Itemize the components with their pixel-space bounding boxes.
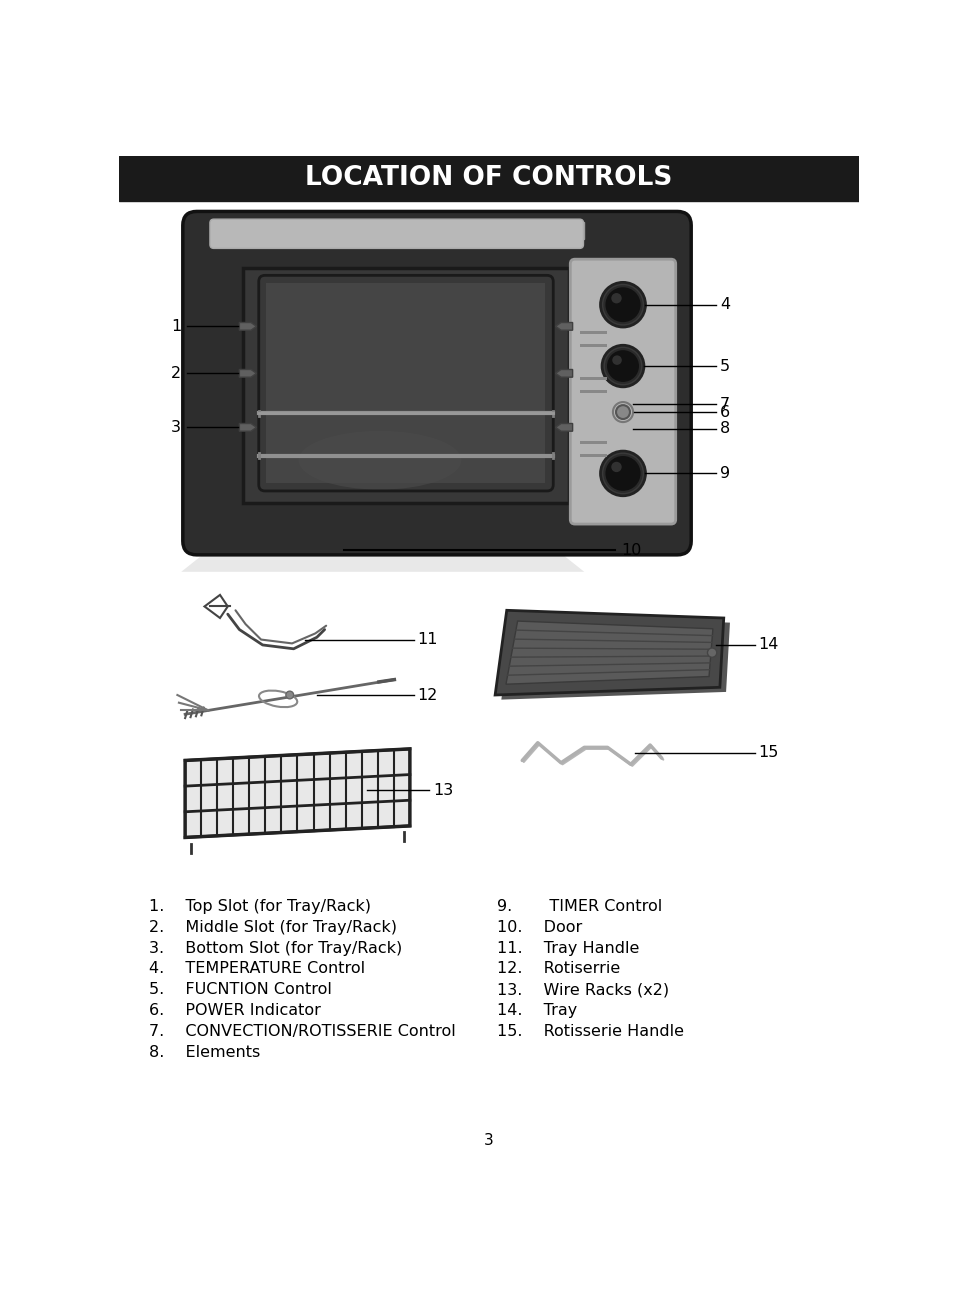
Circle shape bbox=[612, 355, 621, 365]
Polygon shape bbox=[555, 424, 572, 432]
Circle shape bbox=[604, 286, 641, 324]
Text: 13: 13 bbox=[433, 783, 453, 798]
Text: 12.  Rotiserrie: 12. Rotiserrie bbox=[497, 962, 620, 976]
Text: 8.  Elements: 8. Elements bbox=[149, 1045, 259, 1060]
Bar bbox=[579, 441, 606, 445]
Circle shape bbox=[286, 692, 294, 699]
Circle shape bbox=[599, 451, 645, 495]
Circle shape bbox=[616, 406, 629, 419]
Bar bbox=[579, 454, 606, 458]
Text: 11: 11 bbox=[417, 632, 437, 647]
Text: 14: 14 bbox=[758, 637, 779, 653]
Bar bbox=[579, 390, 606, 393]
Text: 11.  Tray Handle: 11. Tray Handle bbox=[497, 941, 639, 956]
Polygon shape bbox=[181, 541, 583, 572]
Bar bbox=[579, 332, 606, 334]
Circle shape bbox=[601, 346, 643, 387]
Polygon shape bbox=[555, 322, 572, 330]
Bar bbox=[266, 283, 545, 484]
FancyBboxPatch shape bbox=[183, 212, 691, 555]
Text: 4.  TEMPERATURE Control: 4. TEMPERATURE Control bbox=[149, 962, 364, 976]
Text: 14.  Tray: 14. Tray bbox=[497, 1004, 578, 1018]
Circle shape bbox=[604, 455, 641, 491]
Circle shape bbox=[707, 647, 716, 658]
Ellipse shape bbox=[298, 430, 461, 490]
Bar bbox=[243, 268, 568, 503]
Circle shape bbox=[611, 292, 621, 303]
Text: 7: 7 bbox=[720, 396, 729, 412]
Text: LOCATION OF CONTROLS: LOCATION OF CONTROLS bbox=[305, 165, 672, 191]
Text: 2: 2 bbox=[171, 365, 181, 381]
Text: 13.  Wire Racks (x2): 13. Wire Racks (x2) bbox=[497, 983, 669, 997]
Bar bbox=[579, 344, 606, 347]
Circle shape bbox=[611, 462, 621, 472]
Bar bbox=[119, 156, 858, 200]
Polygon shape bbox=[495, 610, 723, 696]
Text: 5.  FUCNTION Control: 5. FUCNTION Control bbox=[149, 983, 332, 997]
FancyBboxPatch shape bbox=[210, 220, 583, 248]
Text: 6.  POWER Indicator: 6. POWER Indicator bbox=[149, 1004, 320, 1018]
Text: 10.  Door: 10. Door bbox=[497, 920, 582, 935]
Text: 15.  Rotisserie Handle: 15. Rotisserie Handle bbox=[497, 1024, 683, 1039]
Polygon shape bbox=[239, 322, 256, 330]
Text: 2.  Middle Slot (for Tray/Rack): 2. Middle Slot (for Tray/Rack) bbox=[149, 920, 396, 935]
Circle shape bbox=[605, 350, 639, 384]
Text: 15: 15 bbox=[758, 745, 779, 760]
Text: 7.  CONVECTION/ROTISSERIE Control: 7. CONVECTION/ROTISSERIE Control bbox=[149, 1024, 455, 1039]
Text: 6: 6 bbox=[720, 404, 729, 420]
FancyBboxPatch shape bbox=[570, 259, 675, 524]
Bar bbox=[216, 222, 583, 239]
Polygon shape bbox=[239, 369, 256, 377]
Polygon shape bbox=[500, 615, 729, 699]
Text: 1.  Top Slot (for Tray/Rack): 1. Top Slot (for Tray/Rack) bbox=[149, 900, 371, 914]
Text: 10: 10 bbox=[620, 542, 641, 558]
Text: 12: 12 bbox=[417, 688, 437, 702]
Text: 3: 3 bbox=[172, 420, 181, 434]
Text: 1: 1 bbox=[171, 318, 181, 334]
Text: 3.  Bottom Slot (for Tray/Rack): 3. Bottom Slot (for Tray/Rack) bbox=[149, 941, 401, 956]
Text: 9: 9 bbox=[720, 465, 729, 481]
Text: 9.   TIMER Control: 9. TIMER Control bbox=[497, 900, 662, 914]
Text: 8: 8 bbox=[720, 421, 729, 437]
Polygon shape bbox=[555, 369, 572, 377]
Text: 4: 4 bbox=[720, 298, 729, 312]
Text: 3: 3 bbox=[483, 1132, 494, 1148]
Bar bbox=[579, 377, 606, 381]
Polygon shape bbox=[505, 621, 712, 684]
Circle shape bbox=[599, 282, 645, 328]
Polygon shape bbox=[185, 749, 410, 837]
Polygon shape bbox=[239, 424, 256, 432]
Text: 5: 5 bbox=[720, 359, 729, 373]
